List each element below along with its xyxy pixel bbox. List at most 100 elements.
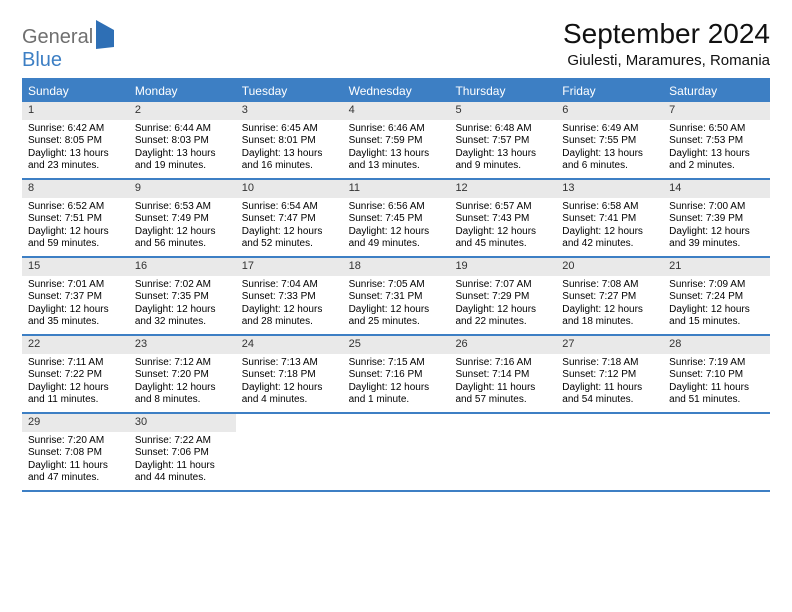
daylight-line: Daylight: 12 hours [669,304,764,317]
title-block: September 2024 Giulesti, Maramures, Roma… [563,18,770,69]
week-row: 8Sunrise: 6:52 AMSunset: 7:51 PMDaylight… [22,178,770,256]
day-cell: 15Sunrise: 7:01 AMSunset: 7:37 PMDayligh… [22,258,129,334]
daylight-line: and 2 minutes. [669,160,764,173]
day-cell: 5Sunrise: 6:48 AMSunset: 7:57 PMDaylight… [449,102,556,178]
daylight-line: and 52 minutes. [242,238,337,251]
header: General Blue September 2024 Giulesti, Ma… [22,18,770,72]
daylight-line: Daylight: 13 hours [242,148,337,161]
daylight-line: Daylight: 11 hours [455,382,550,395]
day-body: Sunrise: 6:44 AMSunset: 8:03 PMDaylight:… [129,120,236,178]
daylight-line: and 22 minutes. [455,316,550,329]
day-body: Sunrise: 6:57 AMSunset: 7:43 PMDaylight:… [449,198,556,256]
daylight-line: and 32 minutes. [135,316,230,329]
sunrise-line: Sunrise: 7:11 AM [28,357,123,370]
sunrise-line: Sunrise: 6:53 AM [135,201,230,214]
sunrise-line: Sunrise: 6:54 AM [242,201,337,214]
sunset-line: Sunset: 7:31 PM [349,291,444,304]
daylight-line: and 6 minutes. [562,160,657,173]
daylight-line: and 54 minutes. [562,394,657,407]
month-title: September 2024 [563,18,770,50]
sunrise-line: Sunrise: 6:49 AM [562,123,657,136]
sunrise-line: Sunrise: 6:48 AM [455,123,550,136]
day-number: 22 [22,336,129,354]
sunrise-line: Sunrise: 7:01 AM [28,279,123,292]
day-number: 28 [663,336,770,354]
sunset-line: Sunset: 7:27 PM [562,291,657,304]
day-cell: 27Sunrise: 7:18 AMSunset: 7:12 PMDayligh… [556,336,663,412]
day-body: Sunrise: 7:18 AMSunset: 7:12 PMDaylight:… [556,354,663,412]
daylight-line: Daylight: 12 hours [242,382,337,395]
daylight-line: and 23 minutes. [28,160,123,173]
daylight-line: Daylight: 12 hours [455,304,550,317]
logo-text-blue: Blue [22,49,62,71]
sunset-line: Sunset: 7:37 PM [28,291,123,304]
sunset-line: Sunset: 8:03 PM [135,135,230,148]
daylight-line: and 8 minutes. [135,394,230,407]
day-body: Sunrise: 6:52 AMSunset: 7:51 PMDaylight:… [22,198,129,256]
daylight-line: Daylight: 12 hours [349,304,444,317]
day-header: Monday [129,80,236,102]
day-number: 15 [22,258,129,276]
sunset-line: Sunset: 7:33 PM [242,291,337,304]
sunset-line: Sunset: 7:39 PM [669,213,764,226]
daylight-line: Daylight: 12 hours [28,382,123,395]
daylight-line: Daylight: 13 hours [135,148,230,161]
daylight-line: and 19 minutes. [135,160,230,173]
day-cell [343,414,450,490]
day-number: 5 [449,102,556,120]
daylight-line: Daylight: 12 hours [562,226,657,239]
daylight-line: and 57 minutes. [455,394,550,407]
day-number: 23 [129,336,236,354]
daylight-line: and 16 minutes. [242,160,337,173]
day-cell [449,414,556,490]
day-number: 2 [129,102,236,120]
sunrise-line: Sunrise: 7:20 AM [28,435,123,448]
day-number: 8 [22,180,129,198]
day-number: 16 [129,258,236,276]
day-cell: 23Sunrise: 7:12 AMSunset: 7:20 PMDayligh… [129,336,236,412]
sunrise-line: Sunrise: 6:46 AM [349,123,444,136]
daylight-line: Daylight: 12 hours [28,226,123,239]
sunset-line: Sunset: 7:53 PM [669,135,764,148]
sunset-line: Sunset: 7:35 PM [135,291,230,304]
day-body: Sunrise: 7:09 AMSunset: 7:24 PMDaylight:… [663,276,770,334]
daylight-line: and 15 minutes. [669,316,764,329]
sunset-line: Sunset: 7:41 PM [562,213,657,226]
daylight-line: and 11 minutes. [28,394,123,407]
day-number: 14 [663,180,770,198]
daylight-line: and 25 minutes. [349,316,444,329]
day-body: Sunrise: 7:19 AMSunset: 7:10 PMDaylight:… [663,354,770,412]
day-cell: 19Sunrise: 7:07 AMSunset: 7:29 PMDayligh… [449,258,556,334]
sunrise-line: Sunrise: 7:18 AM [562,357,657,370]
day-body: Sunrise: 6:49 AMSunset: 7:55 PMDaylight:… [556,120,663,178]
sunset-line: Sunset: 7:22 PM [28,369,123,382]
sunrise-line: Sunrise: 6:42 AM [28,123,123,136]
day-header: Friday [556,80,663,102]
daylight-line: Daylight: 12 hours [135,382,230,395]
day-body: Sunrise: 7:16 AMSunset: 7:14 PMDaylight:… [449,354,556,412]
day-cell [663,414,770,490]
daylight-line: and 47 minutes. [28,472,123,485]
daylight-line: and 44 minutes. [135,472,230,485]
day-cell: 4Sunrise: 6:46 AMSunset: 7:59 PMDaylight… [343,102,450,178]
daylight-line: and 49 minutes. [349,238,444,251]
daylight-line: Daylight: 13 hours [562,148,657,161]
daylight-line: and 45 minutes. [455,238,550,251]
sunset-line: Sunset: 7:47 PM [242,213,337,226]
day-body: Sunrise: 7:22 AMSunset: 7:06 PMDaylight:… [129,432,236,490]
sunset-line: Sunset: 7:24 PM [669,291,764,304]
sunrise-line: Sunrise: 6:56 AM [349,201,444,214]
daylight-line: Daylight: 11 hours [669,382,764,395]
day-body: Sunrise: 7:08 AMSunset: 7:27 PMDaylight:… [556,276,663,334]
day-number: 10 [236,180,343,198]
sunrise-line: Sunrise: 7:02 AM [135,279,230,292]
daylight-line: Daylight: 11 hours [562,382,657,395]
logo-triangle-icon [96,20,114,49]
sunset-line: Sunset: 7:14 PM [455,369,550,382]
day-number: 7 [663,102,770,120]
day-number: 30 [129,414,236,432]
daylight-line: Daylight: 12 hours [455,226,550,239]
day-cell: 12Sunrise: 6:57 AMSunset: 7:43 PMDayligh… [449,180,556,256]
sunrise-line: Sunrise: 6:52 AM [28,201,123,214]
sunrise-line: Sunrise: 7:22 AM [135,435,230,448]
